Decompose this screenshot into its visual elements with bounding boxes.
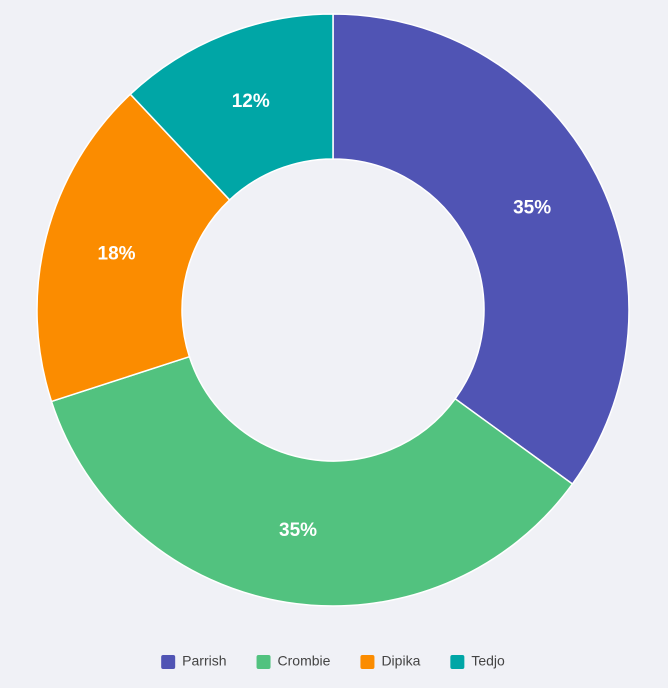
legend-swatch xyxy=(450,655,465,669)
value-label: 12% xyxy=(232,91,270,112)
legend: Parrish Crombie Dipika Tedjo xyxy=(161,653,505,669)
legend-swatch xyxy=(360,655,375,669)
slice xyxy=(36,93,231,403)
slice xyxy=(129,13,334,201)
value-label: 35% xyxy=(513,198,551,219)
legend-label: Dipika xyxy=(381,653,420,669)
legend-swatch xyxy=(256,655,271,669)
value-label: 18% xyxy=(98,243,136,264)
value-label: 35% xyxy=(279,520,317,541)
legend-label: Parrish xyxy=(182,653,226,669)
legend-swatch xyxy=(161,655,176,669)
slice xyxy=(332,13,630,486)
slice xyxy=(50,355,574,607)
legend-label: Tedjo xyxy=(471,653,505,669)
legend-label: Crombie xyxy=(278,653,331,669)
